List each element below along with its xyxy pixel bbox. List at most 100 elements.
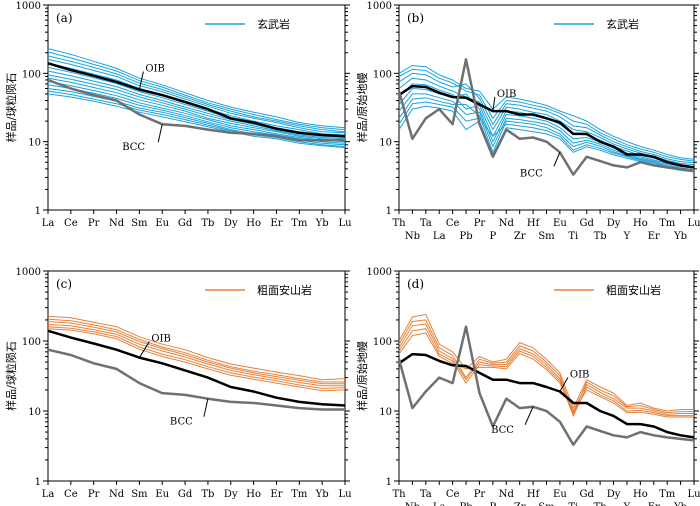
annotation-label: BCC: [520, 168, 543, 179]
x-tick-label: Ho: [246, 489, 261, 500]
y-tick-label: 100: [373, 337, 392, 348]
sample-line: [47, 84, 346, 144]
x-tick-label: Lu: [338, 218, 352, 229]
y-axis-title: 样品/球粒陨石: [4, 73, 18, 143]
oib-line: [398, 352, 695, 439]
y-tick-label: 1000: [16, 1, 41, 12]
y-axis-title: 样品/原始地幔: [355, 341, 369, 411]
x-tick-label: Lu: [687, 218, 700, 229]
x-tick-label: Tb: [201, 218, 214, 229]
x-tick-label: Eu: [155, 218, 169, 229]
x-tick-label: Nd: [499, 218, 515, 229]
annotation-leader: [492, 97, 496, 112]
oib-line: [398, 84, 695, 169]
sample-line: [398, 101, 695, 172]
y-tick-label: 1: [386, 206, 392, 217]
sample-line: [398, 93, 695, 171]
x-tick-label: La: [433, 231, 446, 242]
x-tick-label: Yb: [315, 489, 329, 500]
legend-label: 粗面安山岩: [257, 283, 312, 297]
x-tick-label: Y: [623, 502, 631, 506]
bcc-line: [47, 348, 345, 411]
x-tick-label: Tb: [594, 231, 607, 242]
annotation-leader: [524, 406, 534, 425]
x-tick-label: P: [489, 231, 496, 242]
bcc-line: [397, 58, 695, 176]
sample-line: [398, 83, 695, 168]
x-tick-label: Er: [648, 502, 660, 506]
oib-line: [47, 62, 346, 138]
sample-line: [398, 323, 694, 415]
annotation-leader: [203, 398, 209, 417]
x-tick-label: Ce: [446, 489, 460, 500]
y-tick-label: 10: [28, 138, 41, 149]
y-tick-label: 1000: [367, 267, 392, 278]
legend-label: 玄武岩: [257, 17, 290, 31]
x-tick-label: Pb: [459, 502, 472, 506]
x-tick-label: La: [42, 489, 55, 500]
y-tick-label: 1: [35, 206, 41, 217]
sample-line: [47, 90, 346, 147]
sample-line: [398, 97, 695, 171]
x-tick-label: Ce: [64, 218, 78, 229]
x-tick-label: Tm: [291, 489, 308, 500]
y-tick-label: 100: [373, 69, 392, 80]
bcc-line: [397, 325, 695, 446]
x-tick-label: Sm: [538, 231, 555, 242]
x-tick-label: Eu: [553, 489, 567, 500]
x-tick-label: Sm: [131, 218, 148, 229]
sample-line: [47, 58, 346, 134]
annotation-leader: [559, 377, 569, 392]
sample-line: [398, 319, 694, 416]
plot-frame: [398, 270, 695, 482]
y-axis-title: 样品/球粒陨石: [4, 341, 18, 411]
y-tick-label: 1000: [16, 267, 41, 278]
sample-line: [47, 318, 345, 383]
x-tick-label: Ta: [420, 218, 432, 229]
x-tick-label: Pr: [88, 218, 100, 229]
plot-frame: [47, 270, 346, 482]
x-tick-label: P: [489, 502, 496, 506]
annotation-label: OIB: [570, 369, 590, 380]
sample-line: [47, 74, 346, 140]
x-tick-label: Yb: [673, 231, 687, 242]
sample-line: [398, 68, 695, 162]
x-tick-label: Dy: [607, 489, 621, 500]
x-tick-label: Ce: [64, 489, 78, 500]
annotation-leader: [553, 152, 561, 167]
x-tick-label: Dy: [607, 218, 621, 229]
y-axis-title: 样品/原始地幔: [355, 73, 369, 143]
panel-label: (a): [56, 11, 73, 25]
annotation-leader: [138, 341, 150, 358]
x-tick-label: Y: [623, 231, 631, 242]
x-tick-label: Tm: [659, 218, 676, 229]
x-tick-label: Tb: [201, 489, 214, 500]
x-tick-label: Ho: [246, 218, 261, 229]
x-tick-label: Pr: [88, 489, 100, 500]
x-tick-label: Gd: [178, 218, 193, 229]
y-tick-label: 100: [22, 69, 41, 80]
annotation-label: OIB: [145, 63, 165, 74]
panel-a: 1 10 100 1000 样品/球粒陨石 La Ce Pr Nd Sm Eu Gd Tb Dy Ho Er T…: [4, 1, 352, 229]
x-tick-label: Nd: [109, 218, 125, 229]
legend-label: 玄武岩: [606, 17, 639, 31]
x-tick-label: Nd: [499, 489, 515, 500]
x-tick-label: Tb: [594, 502, 607, 506]
x-tick-label: Ho: [633, 218, 648, 229]
sample-line: [47, 51, 346, 131]
y-tick-label: 1: [35, 477, 41, 488]
x-tick-label: Ti: [568, 502, 578, 506]
x-tick-label: Eu: [155, 489, 169, 500]
panel-label: (c): [56, 277, 72, 291]
sample-line: [398, 332, 694, 418]
x-tick-label: Hf: [527, 218, 541, 229]
x-tick-label: Gd: [178, 489, 193, 500]
x-tick-label: Yb: [315, 218, 329, 229]
panel-c: 1 10 100 1000 样品/球粒陨石 La Ce Pr Nd Sm Eu Gd Tb Dy Ho Er T…: [4, 267, 352, 500]
x-tick-label: Nd: [109, 489, 125, 500]
y-tick-label: 100: [22, 337, 41, 348]
x-tick-label: Ce: [446, 218, 460, 229]
